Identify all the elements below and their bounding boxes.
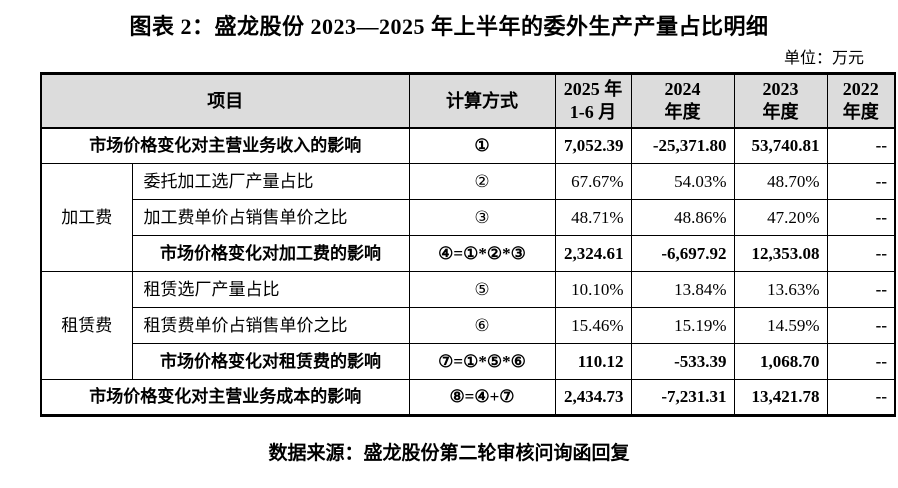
value-2025h1: 2,324.61 bbox=[554, 235, 632, 272]
value-2022: -- bbox=[826, 271, 896, 308]
row-label: 市场价格变化对加工费的影响 bbox=[131, 235, 410, 272]
col-header-2022: 2022 年度 bbox=[826, 73, 896, 129]
col-header-2025h1: 2025 年 1-6 月 bbox=[554, 73, 632, 129]
table-row-rental-output-ratio: 租赁费 租赁选厂产量占比 ⑤ 10.10% 13.84% 13.63% -- bbox=[40, 271, 896, 380]
table-row-processing-fee-impact: 市场价格变化对加工费的影响 ④=①*②*③ 2,324.61 -6,697.92… bbox=[41, 235, 896, 272]
calc-method: ⑧=④+⑦ bbox=[408, 379, 556, 416]
group-label-rental-fee: 租赁费 bbox=[40, 271, 133, 380]
value-2025h1: 110.12 bbox=[554, 343, 632, 380]
value-2023: 47.20% bbox=[733, 199, 828, 236]
calc-method: ② bbox=[408, 163, 556, 200]
unit-label: 单位：万元 bbox=[783, 50, 864, 67]
value-2025h1: 2,434.73 bbox=[554, 379, 632, 416]
value-2023: 53,740.81 bbox=[733, 127, 828, 164]
col-header-item: 项目 bbox=[40, 73, 410, 129]
col-header-2023: 2023 年度 bbox=[733, 73, 828, 129]
value-2023: 48.70% bbox=[733, 163, 828, 200]
value-2025h1: 48.71% bbox=[554, 199, 632, 236]
value-2023: 14.59% bbox=[733, 307, 828, 344]
value-2025h1: 15.46% bbox=[554, 307, 632, 344]
table-row-processing-price-ratio: 加工费单价占销售单价之比 ③ 48.71% 48.86% 47.20% -- bbox=[41, 199, 896, 236]
group-label-processing-fee: 加工费 bbox=[40, 163, 133, 272]
source-note: 数据来源：盛龙股份第二轮审核问询函回复 bbox=[268, 443, 630, 464]
value-2022: -- bbox=[826, 379, 896, 416]
value-2024: -6,697.92 bbox=[630, 235, 735, 272]
value-2023: 1,068.70 bbox=[733, 343, 828, 380]
calc-method: ① bbox=[408, 127, 556, 164]
value-2024: 13.84% bbox=[630, 271, 735, 308]
table-row-rental-fee-impact: 市场价格变化对租赁费的影响 ⑦=①*⑤*⑥ 110.12 -533.39 1,0… bbox=[41, 343, 896, 380]
page: 图表 2：盛龙股份 2023—2025 年上半年的委外生产产量占比明细 单位：万… bbox=[0, 9, 898, 465]
calc-method: ④=①*②*③ bbox=[408, 235, 556, 272]
value-2024: -533.39 bbox=[630, 343, 735, 380]
data-table: 项目 计算方式 2025 年 1-6 月 2024 年度 2023 年度 202… bbox=[40, 72, 896, 417]
value-2023: 12,353.08 bbox=[733, 235, 828, 272]
col-header-method: 计算方式 bbox=[408, 73, 556, 129]
value-2022: -- bbox=[826, 199, 896, 236]
value-2024: -25,371.80 bbox=[630, 127, 735, 164]
table-row-processing-output-ratio: 加工费 委托加工选厂产量占比 ② 67.67% 54.03% 48.70% -- bbox=[40, 163, 896, 272]
row-label: 市场价格变化对主营业务收入的影响 bbox=[40, 127, 410, 164]
calc-method: ③ bbox=[408, 199, 556, 236]
value-2023: 13,421.78 bbox=[733, 379, 828, 416]
header-row: 项目 计算方式 2025 年 1-6 月 2024 年度 2023 年度 202… bbox=[40, 73, 896, 129]
value-2024: -7,231.31 bbox=[630, 379, 735, 416]
table-row-revenue-impact: 市场价格变化对主营业务收入的影响 ① 7,052.39 -25,371.80 5… bbox=[40, 127, 896, 164]
row-label: 租赁选厂产量占比 bbox=[131, 271, 410, 308]
value-2024: 15.19% bbox=[630, 307, 735, 344]
value-2025h1: 7,052.39 bbox=[554, 127, 632, 164]
calc-method: ⑤ bbox=[408, 271, 556, 308]
value-2022: -- bbox=[826, 343, 896, 380]
row-label: 市场价格变化对租赁费的影响 bbox=[131, 343, 410, 380]
col-header-2024: 2024 年度 bbox=[630, 73, 735, 129]
row-label: 租赁费单价占销售单价之比 bbox=[131, 307, 410, 344]
value-2022: -- bbox=[826, 127, 896, 164]
row-label: 委托加工选厂产量占比 bbox=[131, 163, 410, 200]
value-2023: 13.63% bbox=[733, 271, 828, 308]
figure-title: 图表 2：盛龙股份 2023—2025 年上半年的委外生产产量占比明细 bbox=[129, 14, 769, 39]
value-2025h1: 10.10% bbox=[554, 271, 632, 308]
value-2024: 54.03% bbox=[630, 163, 735, 200]
row-label: 加工费单价占销售单价之比 bbox=[131, 199, 410, 236]
calc-method: ⑦=①*⑤*⑥ bbox=[408, 343, 556, 380]
table-row-rental-price-ratio: 租赁费单价占销售单价之比 ⑥ 15.46% 15.19% 14.59% -- bbox=[41, 307, 896, 344]
value-2022: -- bbox=[826, 163, 896, 200]
value-2022: -- bbox=[826, 235, 896, 272]
value-2025h1: 67.67% bbox=[554, 163, 632, 200]
value-2022: -- bbox=[826, 307, 896, 344]
row-label: 市场价格变化对主营业务成本的影响 bbox=[40, 379, 410, 416]
table-row-cost-impact: 市场价格变化对主营业务成本的影响 ⑧=④+⑦ 2,434.73 -7,231.3… bbox=[40, 379, 896, 416]
calc-method: ⑥ bbox=[408, 307, 556, 344]
value-2024: 48.86% bbox=[630, 199, 735, 236]
